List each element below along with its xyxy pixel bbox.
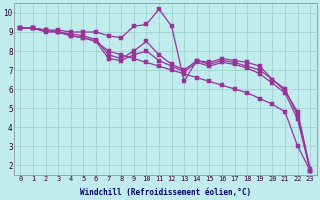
X-axis label: Windchill (Refroidissement éolien,°C): Windchill (Refroidissement éolien,°C) (80, 188, 251, 197)
